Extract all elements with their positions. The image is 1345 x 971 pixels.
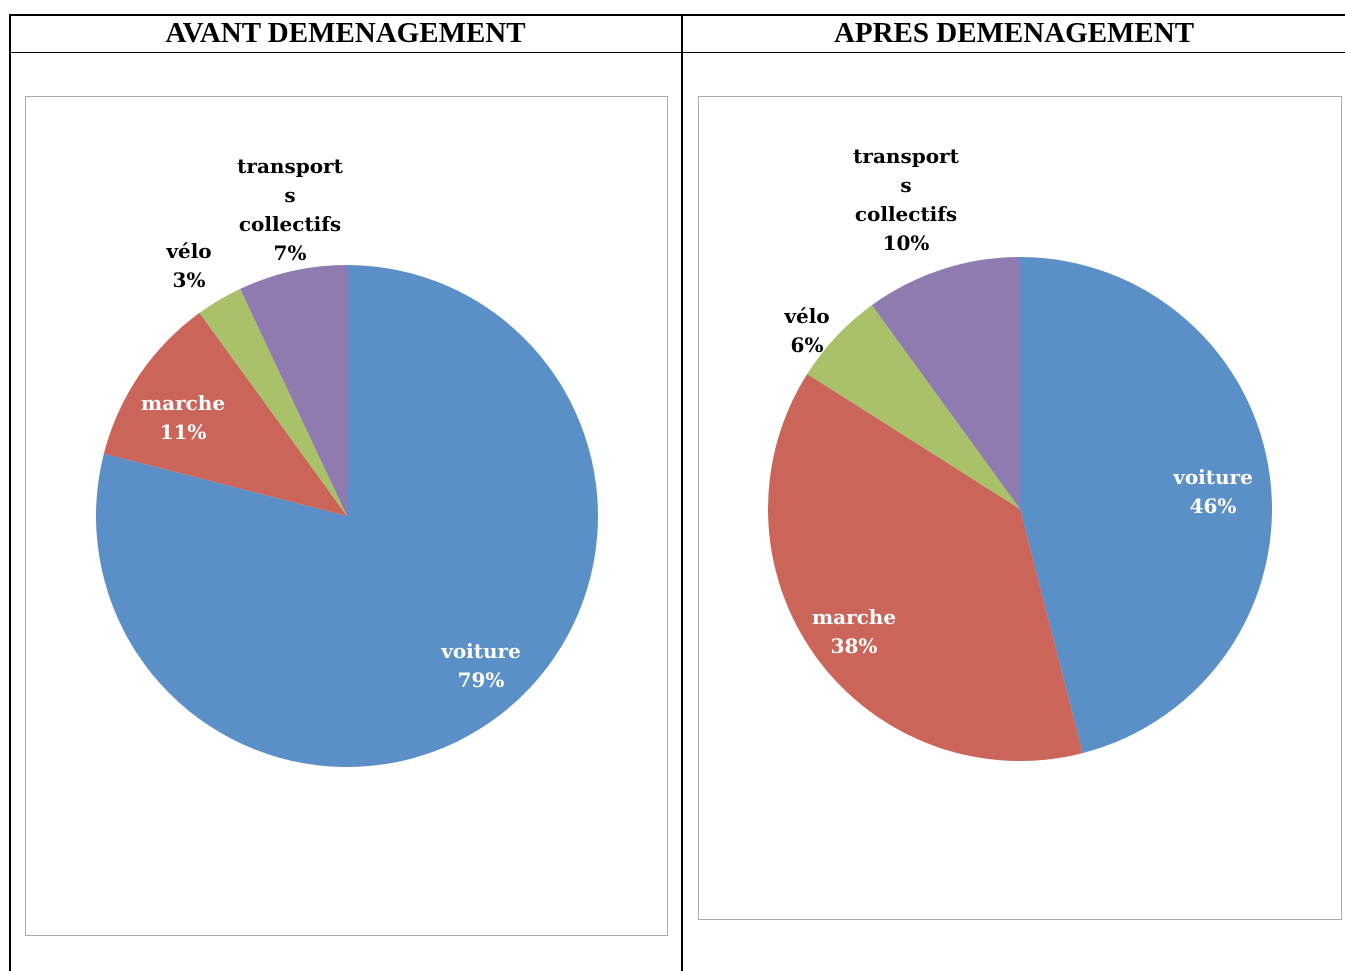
category: transports collectifs [853,144,959,226]
pie-slice [1020,257,1272,754]
category: voiture [441,639,521,663]
pie-slice [871,257,1020,509]
value-label: 3% [172,268,206,292]
slice-label: marche 11% [141,389,225,447]
slice-label: transports collectifs 7% [234,152,346,268]
slice-label: vélo 6% [784,302,829,360]
slice-label: voiture 46% [1173,463,1253,521]
pie-slice [103,312,348,516]
slice-label: voiture 79% [441,637,521,695]
value-label: 79% [457,668,505,692]
value-label: 11% [159,420,207,444]
category: marche [811,605,897,629]
category: transports collectifs [237,154,343,236]
pie-slice [240,265,347,516]
value-label: 46% [1189,494,1237,518]
category: vélo [166,239,212,263]
table-border [9,14,11,971]
category: voiture [1173,465,1253,489]
header: AVANT DEMENAGEMENT [165,17,526,49]
slice-label: vélo 3% [166,237,211,295]
chart-frame [698,96,1342,920]
table-border [9,14,1345,16]
value-label: 7% [273,241,307,265]
table-border [9,52,1345,53]
value-label: 10% [882,231,930,255]
pie-slice [768,373,1083,761]
category: vélo [784,304,830,328]
table-border [681,14,683,971]
slice-label: marche 38% [812,603,896,661]
chart-frame [25,96,668,936]
value-label: 38% [830,634,878,658]
header: APRES DEMENAGEMENT [833,17,1195,49]
slice-label: transports collectifs 10% [850,142,962,258]
pie-slice [199,288,347,516]
value-label: 6% [790,333,824,357]
category: marche [140,391,226,415]
pie-slice [807,305,1020,509]
